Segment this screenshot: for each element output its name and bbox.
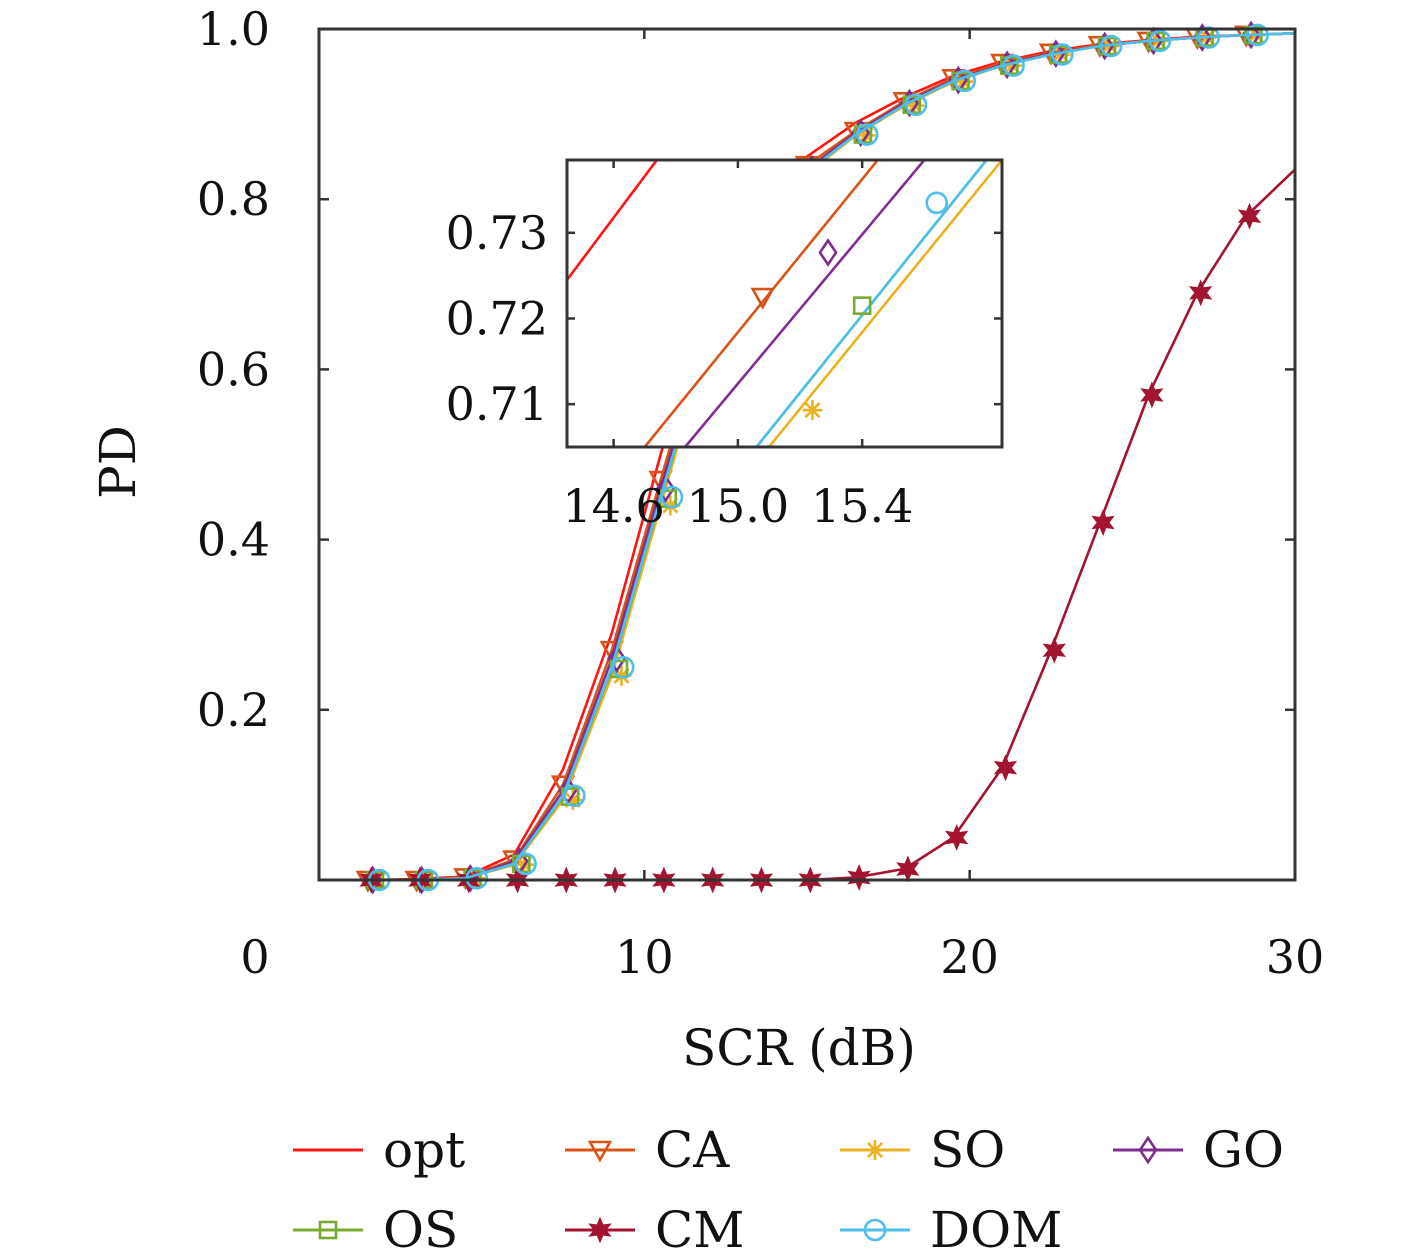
x-tick-label: 30	[1266, 930, 1325, 984]
legend-swatch-marker	[318, 1220, 338, 1240]
data-point-cm	[1042, 636, 1066, 664]
data-point-cm	[993, 754, 1018, 782]
inset-line-go	[684, 160, 926, 447]
inset-point-ca	[750, 287, 775, 310]
y-tick-label: 0.4	[197, 513, 270, 567]
inset-line-dom	[755, 160, 988, 447]
data-point-so	[562, 790, 583, 811]
legend-item-dom: DOM	[840, 1201, 1062, 1259]
legend-label: opt	[383, 1121, 465, 1179]
legend-item-cm: CM	[565, 1201, 744, 1259]
legend: opt CA SO GO OS CM DOM	[293, 1121, 1284, 1259]
data-point-dom	[1002, 54, 1025, 77]
data-point-dom	[1099, 34, 1123, 58]
legend-item-opt: opt	[293, 1121, 465, 1179]
x-tick-label: 10	[615, 930, 674, 984]
data-point-cm	[944, 824, 969, 852]
legend-label: OS	[383, 1201, 458, 1259]
data-point-so	[1001, 55, 1022, 76]
inset-point-dom	[925, 191, 949, 215]
y-tick-label: 0.8	[197, 172, 270, 226]
inset-plot: 0.71 0.72 0.73 14.6 15.0 15.4	[446, 158, 1004, 533]
legend-label: DOM	[930, 1201, 1062, 1259]
inset-x-tick-label: 15.4	[811, 479, 913, 533]
inset-y-tick-label: 0.72	[446, 291, 548, 345]
legend-swatch-marker	[1138, 1135, 1158, 1165]
data-point-dom	[611, 655, 635, 679]
legend-label: SO	[930, 1121, 1005, 1179]
inset-background	[567, 160, 1002, 447]
inset-x-tick-label: 14.6	[562, 479, 664, 533]
x-tick-label: 0	[240, 930, 269, 984]
inset-y-tick-label: 0.71	[446, 377, 548, 431]
data-point-dom	[953, 69, 977, 93]
y-axis-label: PD	[89, 425, 147, 499]
x-tick-label: 20	[940, 930, 999, 984]
data-point-dom	[855, 123, 879, 146]
inset-point-go	[818, 238, 838, 267]
inset-x-tick-label: 15.0	[687, 479, 789, 533]
y-tick-label: 1.0	[197, 2, 270, 56]
data-point-cm	[847, 863, 871, 891]
x-axis-label: SCR (dB)	[682, 1019, 916, 1077]
legend-item-os: OS	[293, 1201, 458, 1259]
data-point-dom	[1246, 23, 1269, 47]
data-point-cm	[1237, 202, 1262, 230]
data-point-dom	[563, 784, 586, 808]
plot-frame	[317, 27, 1297, 882]
legend-label: GO	[1203, 1121, 1284, 1179]
legend-label: CA	[655, 1121, 730, 1179]
inset-point-os	[852, 296, 872, 315]
y-tick-label: 0.6	[197, 342, 270, 396]
inset-line-opt	[567, 160, 659, 281]
data-point-cm	[1140, 381, 1164, 409]
inset-line-so	[767, 160, 1002, 447]
legend-item-ca: CA	[565, 1121, 730, 1179]
data-point-dom	[465, 866, 489, 890]
data-point-go	[655, 474, 676, 503]
legend-item-so: SO	[840, 1121, 1005, 1179]
inset-point-so	[802, 400, 823, 421]
inset-y-tick-label: 0.73	[446, 206, 548, 260]
data-point-cm	[1188, 279, 1213, 307]
y-tick-label: 0.2	[197, 683, 270, 737]
data-point-dom	[1051, 43, 1074, 66]
inset-series-group	[567, 160, 1002, 447]
data-point-dom	[904, 93, 928, 117]
legend-swatch-marker	[588, 1216, 612, 1244]
legend-item-go: GO	[1113, 1121, 1284, 1179]
legend-swatch-marker	[587, 1140, 613, 1163]
data-point-go	[607, 644, 627, 674]
legend-swatch-marker	[863, 1218, 887, 1242]
inset-frame	[565, 158, 1004, 449]
data-point-dom	[514, 852, 537, 876]
data-point-dom	[1148, 29, 1172, 53]
legend-label: CM	[655, 1201, 744, 1259]
data-point-so	[953, 71, 974, 92]
legend-swatch-marker	[865, 1140, 885, 1160]
data-point-dom	[660, 485, 684, 509]
data-point-cm	[1091, 509, 1115, 537]
data-point-so	[1050, 44, 1071, 65]
